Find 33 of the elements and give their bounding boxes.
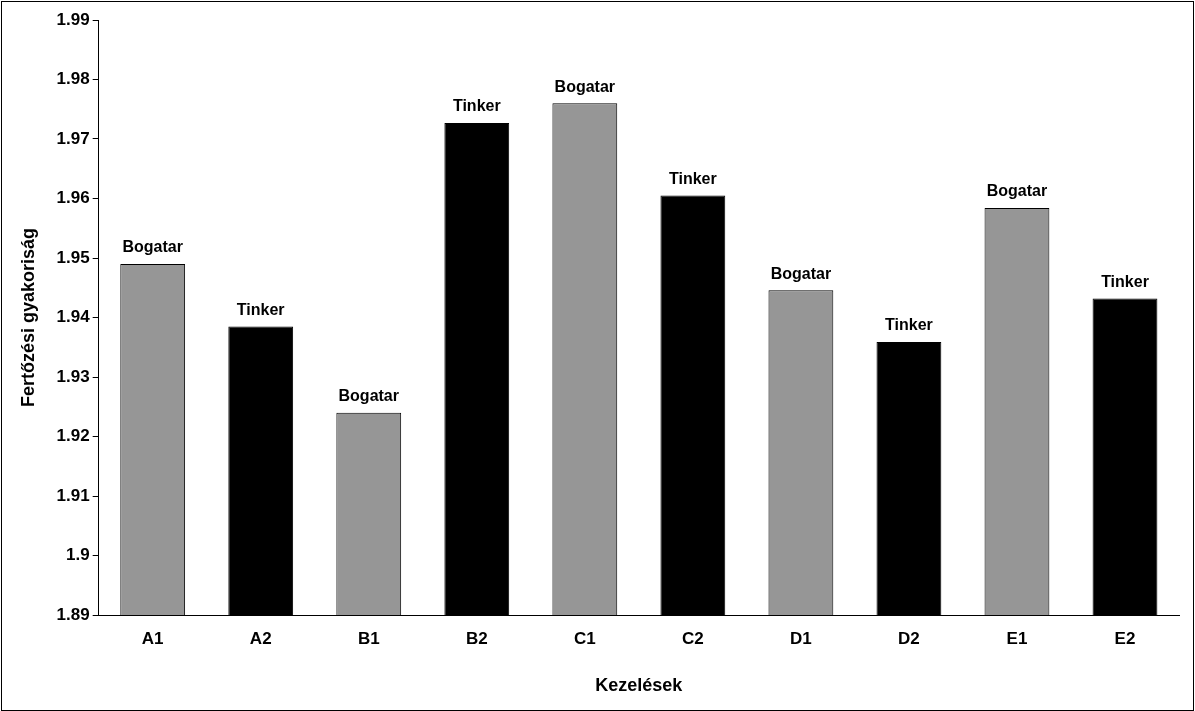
x-tick-label: D1 bbox=[790, 628, 812, 648]
annotation: Tinker bbox=[1101, 272, 1149, 290]
annotation: Bogatar bbox=[770, 264, 832, 282]
y-tick-label: 1.92 bbox=[56, 426, 90, 446]
y-tick-label: 1.93 bbox=[56, 366, 90, 386]
x-tick-label: B2 bbox=[465, 628, 488, 648]
y-tick-label: 1.97 bbox=[56, 128, 90, 148]
y-tick-label: 1.94 bbox=[56, 307, 91, 327]
x-tick-label: D2 bbox=[898, 628, 920, 648]
y-tick-label: 1.91 bbox=[56, 485, 90, 505]
x-tick-label: C1 bbox=[573, 628, 596, 648]
x-tick-label: B1 bbox=[357, 628, 380, 648]
x-axis-title: Kezelések bbox=[595, 675, 684, 696]
annotation: Tinker bbox=[452, 97, 501, 115]
annotation: Bogatar bbox=[338, 387, 399, 405]
annotation: Tinker bbox=[668, 169, 717, 187]
x-tick-label: E1 bbox=[1006, 628, 1028, 648]
annotation: Bogatar bbox=[122, 238, 183, 256]
annotation: Bogatar bbox=[986, 182, 1048, 200]
y-tick-label: 1.96 bbox=[56, 188, 90, 208]
x-tick-label: E2 bbox=[1114, 628, 1136, 648]
x-tick-label: C2 bbox=[681, 628, 704, 648]
y-tick-label: 1.99 bbox=[56, 9, 90, 29]
x-tick-label: A1 bbox=[141, 628, 164, 648]
y-tick-label: 1.98 bbox=[56, 69, 90, 89]
y-tick-label: 1.89 bbox=[56, 604, 90, 624]
annotation: Tinker bbox=[885, 316, 933, 334]
x-tick-label: A2 bbox=[249, 628, 272, 648]
y-tick-label: 1.9 bbox=[66, 545, 90, 565]
annotation: Tinker bbox=[236, 300, 285, 318]
y-axis-title: Fertőzési gyakoriság bbox=[17, 227, 38, 408]
y-tick-label: 1.95 bbox=[56, 247, 90, 267]
annotation: Bogatar bbox=[554, 77, 616, 95]
